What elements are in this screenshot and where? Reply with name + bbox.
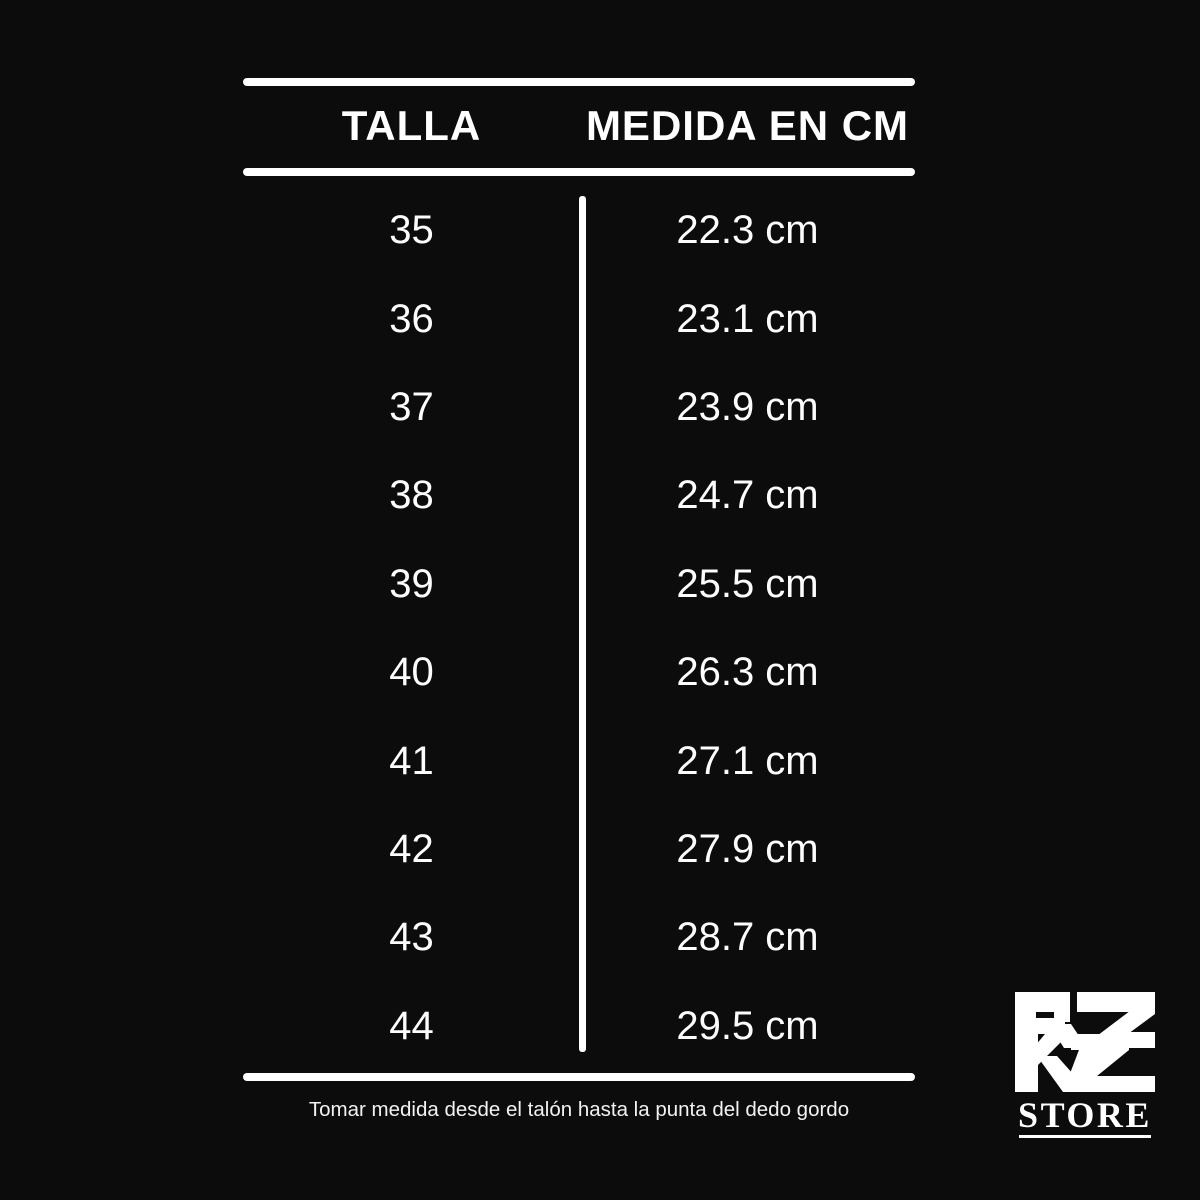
table-header-row: TALLA MEDIDA EN CM: [243, 96, 915, 162]
rz-kz-monogram-icon: [1015, 992, 1155, 1092]
brand-logo: STORE: [1005, 988, 1165, 1148]
column-header-talla: TALLA: [341, 102, 482, 149]
measurement-instruction-note: Tomar medida desde el talón hasta la pun…: [308, 1098, 850, 1121]
cell-size: 36: [389, 296, 434, 341]
cell-size: 37: [389, 385, 434, 430]
cell-measure: 23.9 cm: [676, 385, 819, 430]
table-row: 43 28.7 cm: [243, 893, 915, 981]
cell-measure: 24.7 cm: [676, 473, 819, 518]
table-body: 35 22.3 cm 36 23.1 cm 37 23.9 cm 38 24.7 cm 39 25…: [243, 186, 915, 1070]
cell-size: 42: [389, 827, 434, 872]
table-bottom-rule: [243, 1073, 915, 1081]
column-divider: [579, 196, 586, 1052]
cell-measure: 27.9 cm: [676, 827, 819, 872]
table-row: 36 23.1 cm: [243, 274, 915, 362]
column-header-medida-en-cm: MEDIDA EN CM: [585, 102, 910, 149]
table-row: 38 24.7 cm: [243, 451, 915, 539]
cell-size: 38: [389, 473, 434, 518]
table-row: 41 27.1 cm: [243, 716, 915, 804]
table-top-rule: [243, 78, 915, 86]
cell-size: 44: [389, 1003, 434, 1048]
table-row: 44 29.5 cm: [243, 982, 915, 1070]
cell-size: 43: [389, 915, 434, 960]
cell-measure: 23.1 cm: [676, 296, 819, 341]
cell-measure: 28.7 cm: [676, 915, 819, 960]
cell-measure: 29.5 cm: [676, 1003, 819, 1048]
cell-measure: 22.3 cm: [676, 208, 819, 253]
logo-store-label: STORE: [1018, 1095, 1152, 1135]
cell-size: 39: [389, 561, 434, 606]
cell-measure: 26.3 cm: [676, 650, 819, 695]
cell-size: 40: [389, 650, 434, 695]
cell-size: 35: [389, 208, 434, 253]
cell-measure: 25.5 cm: [676, 561, 819, 606]
table-row: 40 26.3 cm: [243, 628, 915, 716]
table-row: 37 23.9 cm: [243, 363, 915, 451]
cell-size: 41: [389, 738, 434, 783]
cell-measure: 27.1 cm: [676, 738, 819, 783]
logo-underline: [1019, 1135, 1151, 1138]
table-row: 42 27.9 cm: [243, 805, 915, 893]
table-row: 35 22.3 cm: [243, 186, 915, 274]
table-row: 39 25.5 cm: [243, 540, 915, 628]
table-header-rule: [243, 168, 915, 176]
